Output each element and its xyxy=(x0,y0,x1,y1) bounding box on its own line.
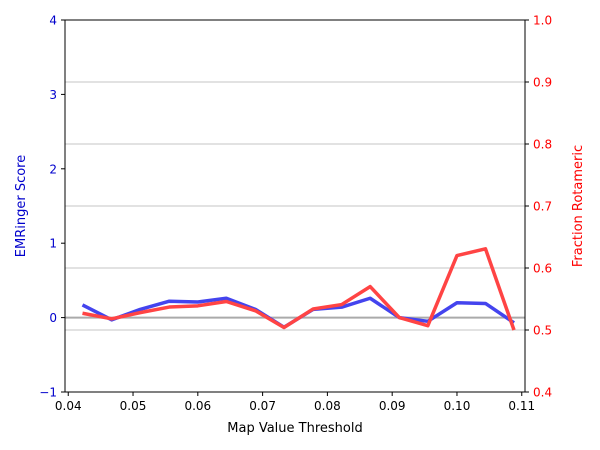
data-point-right xyxy=(197,305,198,306)
right-tick-label: 0.7 xyxy=(533,200,552,214)
left-tick-label: 3 xyxy=(49,88,57,102)
right-tick-label: 0.5 xyxy=(533,324,552,338)
data-point-left xyxy=(197,301,198,302)
x-tick-label: 0.04 xyxy=(55,399,82,413)
left-axis-ticks: −1 0 1 2 3 4 xyxy=(39,14,65,400)
data-point-left xyxy=(456,302,457,303)
data-point-right xyxy=(169,307,170,308)
data-point-right xyxy=(341,304,342,305)
x-tick-label: 0.07 xyxy=(249,399,276,413)
right-tick-label: 0.6 xyxy=(533,262,552,276)
data-point-right xyxy=(226,301,227,302)
left-axis-label: EMRinger Score xyxy=(14,155,29,257)
x-tick-label: 0.11 xyxy=(508,399,535,413)
series-layer xyxy=(81,247,516,331)
data-point-left xyxy=(485,303,486,304)
right-tick-label: 0.8 xyxy=(533,138,552,152)
x-tick-label: 0.09 xyxy=(379,399,406,413)
data-point-right xyxy=(140,312,141,313)
x-tick-label: 0.10 xyxy=(444,399,471,413)
x-tick-label: 0.06 xyxy=(184,399,211,413)
data-point-right xyxy=(370,286,371,287)
x-axis-label: Map Value Threshold xyxy=(227,421,362,436)
data-point-right xyxy=(313,308,314,309)
x-tick-label: 0.08 xyxy=(314,399,341,413)
data-point-left xyxy=(82,304,83,305)
x-axis-ticks: 0.04 0.05 0.06 0.07 0.08 0.09 0.10 0.11 xyxy=(55,392,535,413)
left-tick-label: −1 xyxy=(39,386,57,400)
left-tick-label: 2 xyxy=(49,162,57,176)
data-point-right xyxy=(82,313,83,314)
data-point-right xyxy=(456,255,457,256)
data-point-right xyxy=(255,310,256,311)
data-point-left xyxy=(169,301,170,302)
right-axis-label: Fraction Rotameric xyxy=(571,145,586,267)
data-point-right xyxy=(283,327,284,328)
right-tick-label: 0.4 xyxy=(533,386,552,400)
data-point-left xyxy=(341,307,342,308)
data-point-right xyxy=(111,318,112,319)
data-point-right xyxy=(399,317,400,318)
data-point-left xyxy=(140,309,141,310)
data-point-right xyxy=(427,325,428,326)
data-point-left xyxy=(370,298,371,299)
data-point-right xyxy=(513,330,514,331)
right-axis-ticks: 0.4 0.5 0.6 0.7 0.8 0.9 1.0 xyxy=(525,14,552,400)
left-tick-label: 1 xyxy=(49,237,57,251)
grid-layer xyxy=(65,19,525,393)
left-tick-label: 4 xyxy=(49,14,57,28)
series-line-right xyxy=(82,247,516,331)
x-tick-label: 0.05 xyxy=(120,399,147,413)
right-tick-label: 1.0 xyxy=(533,14,552,28)
data-point-right xyxy=(485,248,486,249)
data-point-left xyxy=(513,322,514,323)
data-point-left xyxy=(226,298,227,299)
right-tick-label: 0.9 xyxy=(533,76,552,90)
left-tick-label: 0 xyxy=(49,311,57,325)
